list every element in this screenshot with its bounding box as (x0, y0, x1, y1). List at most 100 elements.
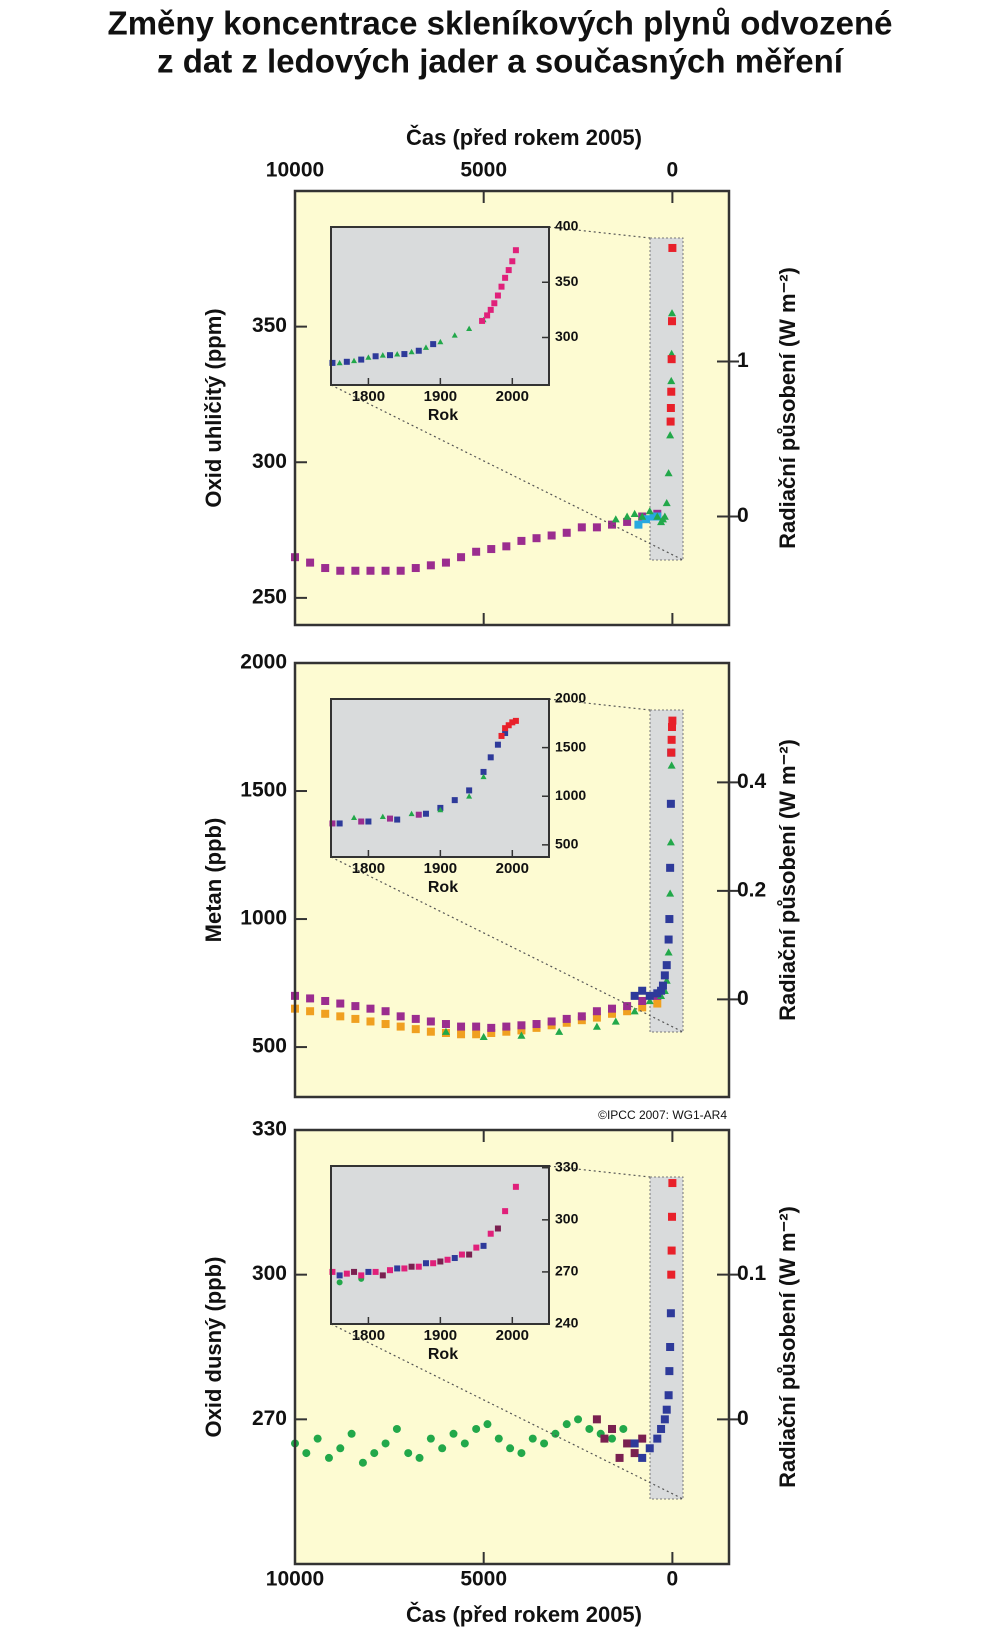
square-point (657, 986, 666, 995)
triangle-point (336, 359, 343, 366)
y-tick-label: 1000 (240, 907, 287, 930)
inset-y-tick-label: 300 (555, 328, 579, 344)
square-point (638, 1003, 647, 1012)
square-point (662, 1405, 671, 1414)
square-point (532, 534, 541, 543)
square-point (494, 1225, 501, 1232)
square-point (358, 1272, 365, 1279)
inset-y-tick-label: 240 (555, 1315, 579, 1331)
circle-point (358, 1458, 367, 1467)
inset-x-tick-label: 2000 (496, 860, 529, 877)
square-point (623, 1439, 632, 1448)
square-point (630, 1439, 639, 1448)
square-point (379, 1272, 386, 1279)
square-point (664, 935, 673, 944)
circle-point (483, 1420, 492, 1429)
y2-tick-label: 0 (737, 987, 749, 1010)
square-point (645, 991, 654, 1000)
y-tick-label: 330 (252, 1118, 287, 1141)
square-point (430, 341, 437, 348)
triangle-point (667, 761, 676, 769)
square-point (657, 1424, 666, 1433)
inset-y-tick-label: 350 (555, 273, 579, 289)
square-point (641, 515, 650, 524)
square-point (386, 352, 393, 359)
circle-point (370, 1449, 379, 1458)
inset-x-tick-label: 1800 (352, 860, 385, 877)
y-tick-label: 250 (252, 585, 287, 608)
square-point (666, 1343, 675, 1351)
inset-y-tick-label: 270 (555, 1263, 579, 1279)
inset-y-tick-label: 2000 (555, 690, 586, 706)
triangle-point (379, 352, 386, 358)
inset-y-tick-label: 1500 (555, 738, 586, 754)
y-tick-label: 270 (252, 1407, 287, 1430)
square-point (547, 1017, 556, 1026)
square-point (494, 741, 501, 748)
square-point (667, 735, 676, 744)
inset-x-tick-label: 1900 (424, 388, 457, 405)
square-point (358, 818, 365, 825)
square-point (517, 1021, 526, 1030)
square-point (411, 564, 420, 573)
square-point (668, 243, 677, 252)
triangle-point (379, 813, 386, 820)
triangle-point (466, 325, 473, 332)
square-point (660, 971, 669, 980)
title-line: Změny koncentrace skleníkových plynů odv… (108, 5, 893, 42)
square-point (480, 1242, 487, 1249)
y2-tick-label: 0.1 (737, 1262, 767, 1285)
inset-x-axis-label: Rok (428, 1346, 458, 1363)
square-point (401, 351, 408, 358)
y-tick-label: 300 (252, 1262, 287, 1285)
inset-x-tick-label: 1800 (352, 1327, 385, 1344)
square-point (381, 1020, 390, 1029)
circle-point (517, 1449, 526, 1458)
square-point (321, 996, 330, 1005)
square-point (664, 1391, 673, 1400)
square-point (386, 815, 393, 822)
inset-x-axis-label: Rok (428, 879, 458, 896)
title-line: z dat z ledových jader a současných měře… (157, 43, 845, 80)
triangle-point (351, 814, 358, 821)
square-point (562, 1014, 571, 1023)
square-point (509, 258, 516, 265)
square-point (426, 1027, 435, 1036)
triangle-point (645, 507, 654, 515)
x-tick-label: 0 (667, 159, 679, 182)
square-point (479, 317, 486, 324)
y-tick-label: 350 (252, 314, 287, 337)
square-point (667, 355, 676, 364)
x-tick-label: 10000 (266, 159, 324, 182)
square-point (608, 1424, 617, 1433)
square-point (505, 722, 512, 729)
inset-y-tick-label: 330 (555, 1158, 579, 1174)
square-point (381, 566, 390, 575)
triangle-point (667, 376, 676, 385)
circle-point (302, 1449, 311, 1458)
y-tick-label: 1500 (240, 779, 287, 802)
circle-point (528, 1434, 537, 1443)
triangle-point (437, 806, 444, 813)
triangle-point (645, 996, 654, 1005)
square-point (343, 1270, 350, 1277)
square-point (666, 863, 675, 872)
square-point (577, 523, 586, 532)
square-point (666, 799, 675, 808)
square-point (336, 566, 345, 575)
square-point (498, 283, 505, 290)
square-point (512, 247, 519, 254)
triangle-point (611, 515, 620, 523)
square-point (608, 1009, 617, 1018)
square-point (487, 1023, 496, 1032)
square-point (630, 991, 639, 1000)
square-point (408, 1263, 415, 1270)
square-point (623, 517, 632, 526)
square-point (487, 1028, 496, 1037)
square-point (351, 1268, 358, 1275)
square-point (512, 1183, 519, 1190)
square-point (658, 981, 667, 990)
square-point (666, 417, 675, 426)
square-point (351, 1014, 360, 1023)
square-point (502, 1027, 511, 1036)
